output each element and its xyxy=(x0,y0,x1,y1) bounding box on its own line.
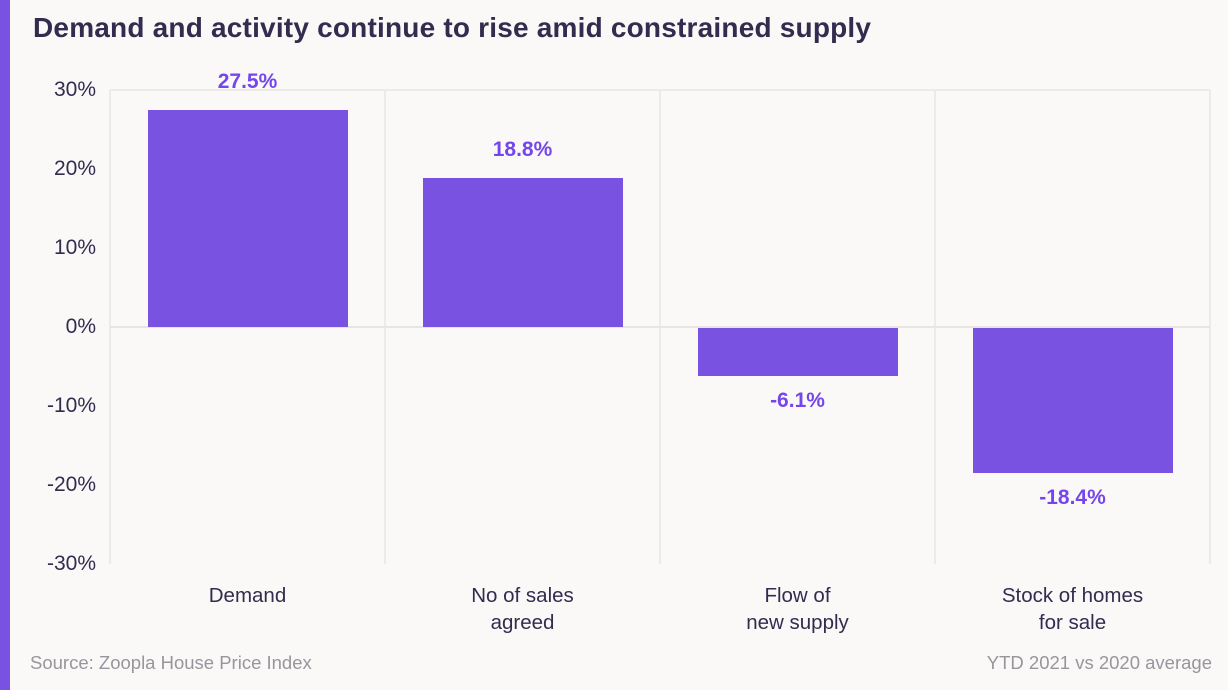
y-axis-tick-label: 30% xyxy=(53,78,96,101)
y-axis-tick-label: -10% xyxy=(46,394,96,417)
period-caption: YTD 2021 vs 2020 average xyxy=(986,652,1212,673)
y-axis-tick-label: -20% xyxy=(46,473,96,496)
y-axis-tick-label: 20% xyxy=(53,157,96,180)
source-caption: Source: Zoopla House Price Index xyxy=(30,652,312,673)
value-label-no-of-sales-agreed: 18.8% xyxy=(492,138,553,162)
y-axis-tick-label: -30% xyxy=(46,552,96,575)
y-axis-tick-label: 0% xyxy=(65,315,96,338)
value-label-stock-of-homes-for-sale: -18.4% xyxy=(1039,486,1106,510)
chart-title: Demand and activity continue to rise ami… xyxy=(33,12,872,43)
left-accent-stripe xyxy=(0,0,10,690)
bar-flow-of-new-supply xyxy=(697,328,898,377)
top-gridline xyxy=(110,89,1210,91)
zero-baseline xyxy=(110,326,1210,328)
category-label-no-of-sales-agreed: No of sales agreed xyxy=(471,584,574,634)
y-axis-tick-label: 10% xyxy=(53,236,96,259)
category-label-flow-of-new-supply: Flow of new supply xyxy=(746,584,849,634)
vertical-gridline xyxy=(1209,90,1211,564)
category-label-stock-of-homes-for-sale: Stock of homes for sale xyxy=(1001,584,1144,634)
category-label-demand: Demand xyxy=(208,584,287,607)
bar-demand xyxy=(147,109,348,327)
bar-stock-of-homes-for-sale xyxy=(972,328,1173,474)
value-label-demand: 27.5% xyxy=(217,69,278,93)
bar-no-of-sales-agreed xyxy=(422,178,623,327)
value-label-flow-of-new-supply: -6.1% xyxy=(770,389,825,413)
